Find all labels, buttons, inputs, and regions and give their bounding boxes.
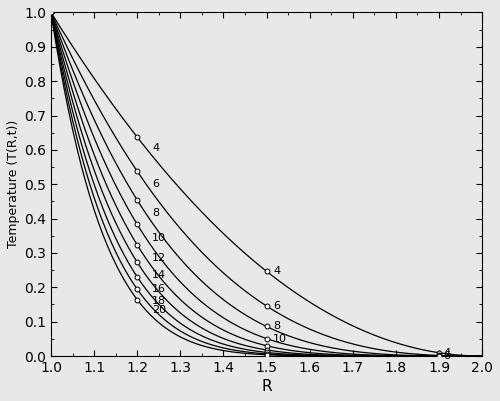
Text: 4: 4 <box>273 266 280 276</box>
Text: 6: 6 <box>152 179 160 189</box>
Y-axis label: Temperature (T(R,t)): Temperature (T(R,t)) <box>7 120 20 248</box>
Text: 6: 6 <box>273 301 280 311</box>
Text: 8: 8 <box>152 209 160 219</box>
Text: 16: 16 <box>152 284 166 294</box>
Text: 6: 6 <box>444 350 450 360</box>
Text: 14: 14 <box>152 270 166 280</box>
Text: 10: 10 <box>273 334 287 344</box>
Text: 4: 4 <box>444 348 450 358</box>
Text: 8: 8 <box>273 322 280 332</box>
Text: 12: 12 <box>152 253 166 263</box>
Text: 18: 18 <box>152 296 166 306</box>
Text: 20: 20 <box>152 305 166 315</box>
Text: 4: 4 <box>152 143 160 153</box>
X-axis label: R: R <box>261 379 272 394</box>
Text: 10: 10 <box>152 233 166 243</box>
